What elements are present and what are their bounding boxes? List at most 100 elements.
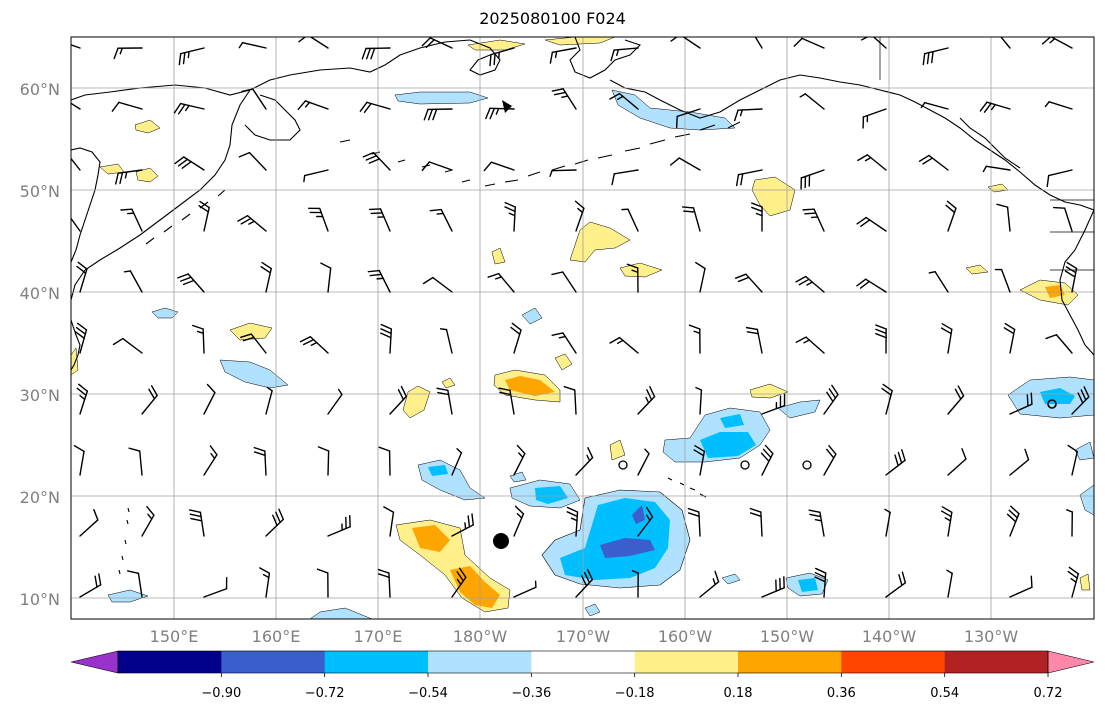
wind-barb [734, 273, 763, 293]
wind-barb [979, 101, 1011, 113]
neg-region [611, 89, 736, 131]
pos-region [749, 383, 789, 399]
wind-barb [611, 169, 639, 186]
pos-region [965, 264, 989, 275]
wind-barb [203, 577, 228, 598]
wind-barb [1009, 448, 1030, 476]
colorbar-segment [634, 651, 739, 673]
wind-barb [76, 261, 88, 293]
wind-barb [940, 506, 953, 537]
wind-barb [795, 275, 825, 293]
wind-barb [856, 216, 887, 232]
neg-region-strong [535, 486, 568, 504]
pos-region [554, 353, 573, 371]
wind-barb [754, 37, 763, 49]
neg-region [219, 359, 289, 389]
wind-barb [875, 324, 887, 354]
wind-barb [1066, 509, 1073, 537]
colorbar-segment [738, 651, 842, 673]
wind-barb [483, 161, 515, 172]
wind-barb [178, 47, 205, 66]
pos-region [135, 167, 159, 183]
coast-japan [71, 319, 81, 371]
wind-barb [71, 44, 81, 49]
wind-barb [327, 388, 343, 415]
wind-barb [451, 448, 463, 476]
colorbar-frame [117, 650, 1049, 674]
colorbar-segment [841, 651, 946, 673]
wind-barb [362, 151, 391, 171]
colorbar-segment [531, 651, 636, 673]
wind-barb [575, 568, 594, 598]
neg-region-stronger [632, 505, 645, 524]
coast-chukotka [469, 39, 501, 76]
colorbar-label: 0.72 [1034, 686, 1063, 701]
wind-barb [857, 154, 887, 171]
neg-region-strong [428, 465, 448, 476]
wind-barb [733, 108, 763, 122]
neg-region-strong [700, 432, 756, 458]
wind-barb [377, 568, 391, 598]
wind-barb [823, 444, 837, 476]
wind-barb [192, 324, 205, 354]
neg-region [521, 307, 543, 325]
wind-barb [115, 169, 143, 185]
wind-barb [79, 508, 99, 537]
circle-marker [618, 460, 628, 470]
wind-barb [761, 576, 785, 598]
wind-barb [513, 444, 526, 476]
colorbar-label: −0.36 [511, 686, 551, 701]
colorbar-segment [428, 651, 532, 673]
colorbar-segment [221, 651, 326, 673]
coast-alaska-west [569, 37, 642, 79]
wind-barb [669, 157, 701, 171]
circle-marker [1047, 399, 1057, 409]
wind-barb [498, 387, 515, 415]
wind-barb [693, 444, 706, 476]
wind-barb [1000, 37, 1011, 49]
pos-region [609, 439, 626, 461]
wind-barb [510, 322, 522, 354]
wind-barb [1067, 444, 1078, 476]
wind-barb [551, 332, 577, 354]
wind-barb [637, 448, 650, 476]
pos-region [619, 262, 663, 278]
neg-region [1079, 484, 1094, 516]
pos-region [751, 176, 796, 217]
lat-label: 30°N [20, 386, 60, 405]
wind-barb [389, 385, 408, 415]
wind-barb [626, 263, 639, 293]
wind-barb [862, 108, 887, 129]
triangle-marker [502, 100, 512, 113]
wind-barb [383, 506, 395, 537]
wind-barb [423, 108, 453, 121]
markers [493, 100, 1057, 549]
wind-barb [609, 336, 639, 354]
wind-barb [637, 506, 654, 537]
wind-barb [378, 446, 391, 476]
wind-barb [297, 100, 329, 110]
wind-barb [198, 200, 210, 232]
neg-region-strong [798, 578, 818, 592]
wind-barb [1045, 334, 1073, 354]
coast-alaska-sw [609, 74, 1094, 211]
colorbar-label: −0.18 [615, 686, 655, 701]
wind-barb [945, 200, 957, 232]
wind-barb [173, 102, 205, 115]
lon-label: 180°W [453, 627, 508, 646]
pos-region-strong [450, 566, 500, 608]
wind-barb [928, 271, 949, 293]
wind-barb [751, 202, 763, 232]
wind-barb [308, 207, 329, 232]
lon-label: 160°E [252, 627, 301, 646]
wind-barb [141, 385, 158, 415]
wind-barb [367, 269, 391, 293]
wind-barb [421, 161, 453, 172]
neg-region [309, 607, 373, 619]
wind-barb [174, 156, 205, 171]
wind-barb [609, 92, 639, 110]
typhoon-marker [493, 533, 509, 549]
wind-barb [994, 268, 1011, 293]
coast-marianas [118, 507, 130, 575]
